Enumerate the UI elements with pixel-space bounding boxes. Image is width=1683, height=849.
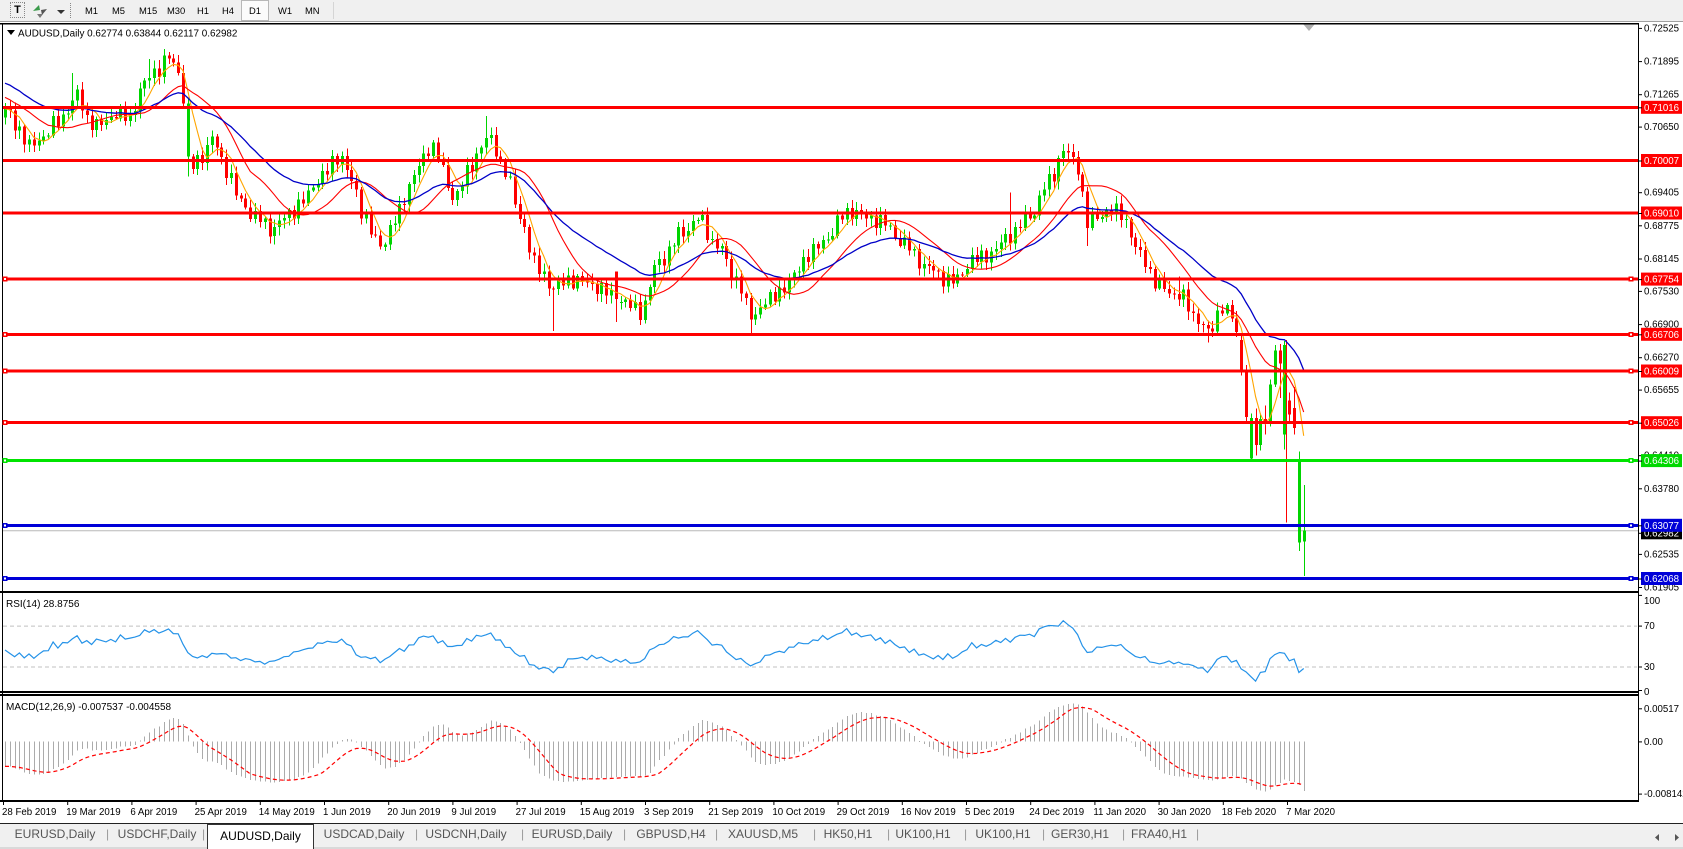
svg-text:0.70650: 0.70650 <box>1644 122 1680 133</box>
svg-text:100: 100 <box>1644 596 1661 607</box>
svg-text:15 Aug 2019: 15 Aug 2019 <box>580 807 634 818</box>
svg-text:19 Mar 2019: 19 Mar 2019 <box>66 807 120 818</box>
svg-text:18 Feb 2020: 18 Feb 2020 <box>1222 807 1277 818</box>
svg-text:AUDUSD,Daily 0.62774 0.63844: AUDUSD,Daily 0.62774 0.63844 0.62117 0.6… <box>18 29 237 40</box>
svg-text:0.66270: 0.66270 <box>1644 353 1680 364</box>
svg-text:21 Sep 2019: 21 Sep 2019 <box>708 807 763 818</box>
svg-text:0.68145: 0.68145 <box>1644 254 1679 265</box>
svg-text:RSI(14) 28.8756: RSI(14) 28.8756 <box>6 599 80 610</box>
svg-text:20 Jun 2019: 20 Jun 2019 <box>387 807 440 818</box>
svg-text:0.00517: 0.00517 <box>1644 704 1679 715</box>
svg-text:0.62068: 0.62068 <box>1644 574 1679 585</box>
svg-text:0.64306: 0.64306 <box>1644 456 1679 467</box>
svg-text:0.71265: 0.71265 <box>1644 90 1679 101</box>
svg-text:0.66009: 0.66009 <box>1644 367 1679 378</box>
svg-text:7 Mar 2020: 7 Mar 2020 <box>1286 807 1336 818</box>
svg-text:30 Jan 2020: 30 Jan 2020 <box>1158 807 1212 818</box>
svg-text:0.63780: 0.63780 <box>1644 484 1680 495</box>
svg-text:0.61905: 0.61905 <box>1644 583 1679 594</box>
svg-text:0.62535: 0.62535 <box>1644 549 1679 560</box>
svg-text:0: 0 <box>1644 687 1650 698</box>
svg-text:0.00: 0.00 <box>1644 737 1663 748</box>
svg-text:70: 70 <box>1644 621 1655 632</box>
svg-text:0.65026: 0.65026 <box>1644 418 1679 429</box>
svg-text:9 Jul 2019: 9 Jul 2019 <box>451 807 496 818</box>
svg-text:0.71016: 0.71016 <box>1644 103 1679 114</box>
svg-text:0.69010: 0.69010 <box>1644 209 1680 220</box>
svg-text:0.71895: 0.71895 <box>1644 57 1679 68</box>
svg-text:0.65655: 0.65655 <box>1644 385 1679 396</box>
svg-text:0.67754: 0.67754 <box>1644 275 1680 286</box>
svg-text:30: 30 <box>1644 662 1655 673</box>
svg-text:0.66706: 0.66706 <box>1644 330 1679 341</box>
svg-text:0.70007: 0.70007 <box>1644 156 1679 167</box>
svg-text:0.62982: 0.62982 <box>1644 528 1679 539</box>
svg-text:27 Jul 2019: 27 Jul 2019 <box>516 807 566 818</box>
svg-text:16 Nov 2019: 16 Nov 2019 <box>901 807 956 818</box>
svg-text:1 Jun 2019: 1 Jun 2019 <box>323 807 371 818</box>
svg-text:29 Oct 2019: 29 Oct 2019 <box>837 807 890 818</box>
svg-text:24 Dec 2019: 24 Dec 2019 <box>1029 807 1084 818</box>
svg-text:0.68775: 0.68775 <box>1644 221 1679 232</box>
svg-text:0.66900: 0.66900 <box>1644 320 1680 331</box>
svg-text:3 Sep 2019: 3 Sep 2019 <box>644 807 694 818</box>
svg-text:0.72525: 0.72525 <box>1644 23 1679 34</box>
svg-text:6 Apr 2019: 6 Apr 2019 <box>130 807 177 818</box>
svg-text:0.63077: 0.63077 <box>1644 521 1679 532</box>
svg-text:10 Oct 2019: 10 Oct 2019 <box>772 807 825 818</box>
svg-text:5 Dec 2019: 5 Dec 2019 <box>965 807 1015 818</box>
svg-text:28 Feb 2019: 28 Feb 2019 <box>2 807 56 818</box>
svg-text:11 Jan 2020: 11 Jan 2020 <box>1093 807 1146 818</box>
svg-text:MACD(12,26,9) -0.007537 -0.004: MACD(12,26,9) -0.007537 -0.004558 <box>6 702 172 713</box>
svg-text:0.69405: 0.69405 <box>1644 188 1679 199</box>
svg-text:0.67530: 0.67530 <box>1644 286 1680 297</box>
svg-text:14 May 2019: 14 May 2019 <box>259 807 315 818</box>
svg-text:25 Apr 2019: 25 Apr 2019 <box>195 807 247 818</box>
